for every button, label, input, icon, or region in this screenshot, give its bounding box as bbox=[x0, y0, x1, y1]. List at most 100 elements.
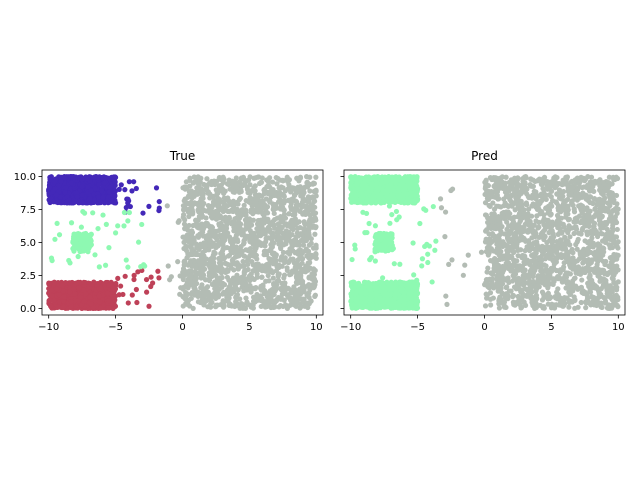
data-point bbox=[271, 204, 277, 210]
data-point bbox=[404, 175, 410, 181]
data-point bbox=[303, 266, 310, 272]
data-point bbox=[55, 199, 61, 206]
data-point bbox=[148, 274, 154, 280]
data-point bbox=[66, 257, 72, 264]
data-point bbox=[118, 182, 124, 188]
data-point bbox=[68, 220, 75, 226]
data-point bbox=[181, 239, 187, 245]
data-point bbox=[115, 275, 121, 281]
data-point bbox=[79, 192, 86, 198]
data-point bbox=[186, 222, 192, 229]
data-point bbox=[221, 190, 227, 197]
data-point bbox=[107, 184, 113, 191]
data-point bbox=[271, 250, 277, 256]
data-point bbox=[193, 189, 199, 196]
data-point bbox=[280, 303, 286, 310]
data-point bbox=[155, 268, 161, 274]
data-point bbox=[214, 275, 220, 282]
data-point bbox=[51, 199, 57, 205]
data-point bbox=[59, 282, 66, 288]
data-point bbox=[301, 287, 307, 293]
data-point bbox=[97, 299, 103, 305]
data-point bbox=[165, 263, 171, 269]
data-point bbox=[204, 182, 211, 188]
data-point bbox=[261, 187, 267, 193]
data-point bbox=[223, 207, 229, 213]
data-point bbox=[228, 200, 234, 207]
data-point bbox=[49, 287, 55, 293]
data-point bbox=[68, 298, 74, 305]
data-point bbox=[231, 267, 237, 273]
point-cluster bbox=[46, 279, 119, 311]
data-point bbox=[214, 187, 220, 194]
x-tick-label: 5 bbox=[246, 322, 252, 333]
data-point bbox=[197, 231, 203, 237]
data-point bbox=[56, 183, 62, 189]
data-point bbox=[189, 229, 196, 236]
data-point bbox=[306, 283, 312, 289]
data-point bbox=[294, 206, 300, 212]
data-point bbox=[239, 207, 245, 213]
data-point bbox=[276, 271, 282, 277]
data-point bbox=[226, 219, 232, 226]
data-point bbox=[240, 176, 247, 182]
data-point bbox=[410, 185, 416, 191]
data-point bbox=[234, 236, 240, 243]
data-point bbox=[183, 247, 190, 254]
data-point bbox=[249, 203, 255, 209]
data-point bbox=[408, 198, 414, 204]
data-point bbox=[106, 245, 112, 251]
data-point bbox=[391, 175, 397, 181]
data-point bbox=[228, 289, 234, 295]
data-point bbox=[248, 231, 254, 237]
data-point bbox=[129, 292, 135, 298]
data-point bbox=[298, 237, 304, 244]
y-tick-label: 10.0 bbox=[14, 172, 36, 183]
data-point bbox=[164, 203, 170, 209]
data-point bbox=[105, 198, 111, 204]
data-point bbox=[281, 272, 288, 278]
data-point bbox=[226, 302, 232, 309]
data-point bbox=[294, 278, 300, 284]
data-point bbox=[296, 289, 303, 295]
data-point bbox=[206, 247, 212, 253]
data-point bbox=[138, 264, 144, 270]
data-point bbox=[384, 192, 391, 198]
data-point bbox=[46, 190, 52, 196]
data-point bbox=[180, 266, 187, 272]
data-point bbox=[73, 280, 80, 286]
data-point bbox=[383, 176, 389, 182]
data-point bbox=[196, 203, 202, 209]
data-point bbox=[259, 210, 266, 216]
data-point bbox=[106, 305, 112, 311]
data-point bbox=[293, 300, 300, 306]
data-point bbox=[120, 291, 126, 298]
data-point bbox=[110, 294, 116, 300]
y-tick-label: 0.0 bbox=[20, 304, 36, 315]
data-point bbox=[226, 214, 232, 220]
data-point bbox=[283, 233, 290, 240]
data-point bbox=[262, 268, 268, 274]
data-point bbox=[156, 198, 162, 205]
data-point bbox=[265, 272, 271, 279]
data-point bbox=[52, 236, 58, 242]
data-point bbox=[129, 188, 135, 194]
data-point bbox=[287, 302, 293, 309]
data-point bbox=[76, 246, 82, 252]
data-point bbox=[400, 191, 406, 198]
data-point bbox=[395, 193, 402, 200]
data-point bbox=[139, 221, 145, 228]
data-point bbox=[223, 289, 230, 295]
data-point bbox=[88, 188, 94, 194]
data-point bbox=[79, 200, 85, 206]
data-point bbox=[225, 262, 231, 268]
data-point bbox=[252, 183, 258, 189]
data-point bbox=[51, 179, 58, 185]
data-point bbox=[376, 195, 382, 201]
data-point bbox=[81, 279, 87, 285]
data-point bbox=[125, 196, 131, 202]
data-point bbox=[98, 285, 104, 292]
data-point bbox=[247, 221, 253, 227]
data-point bbox=[241, 202, 247, 208]
data-point bbox=[234, 272, 240, 278]
